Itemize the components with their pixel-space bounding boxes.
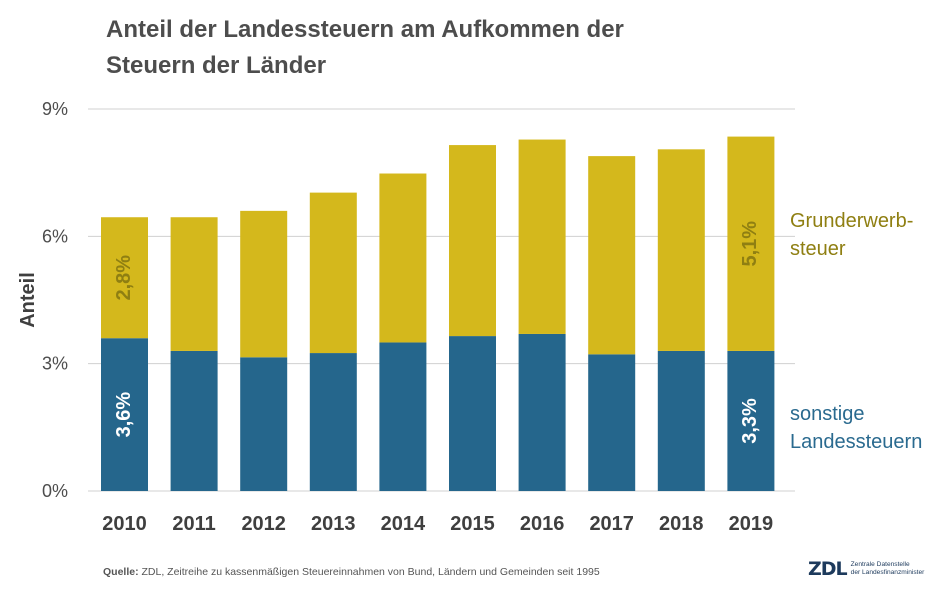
bar-grunderwerbsteuer-2018 xyxy=(657,149,705,351)
data-label: 3,3% xyxy=(739,398,761,444)
logo-text-line-2: der Landesfinanzminister xyxy=(850,569,925,576)
x-tick-label: 2014 xyxy=(381,513,426,535)
data-label: 5,1% xyxy=(739,221,761,267)
bar-grunderwerbsteuer-2014 xyxy=(379,173,427,343)
bar-grunderwerbsteuer-2010 xyxy=(101,217,148,339)
bar-sonstige-2010 xyxy=(101,338,148,491)
y-tick-label: 0% xyxy=(42,481,68,501)
bar-grunderwerbsteuer-2011 xyxy=(170,217,218,351)
x-tick-label: 2016 xyxy=(520,513,565,535)
bar-grunderwerbsteuer-2013 xyxy=(309,192,357,354)
legend-label: sonstige xyxy=(790,403,865,425)
bar-sonstige-2018 xyxy=(657,350,705,491)
bar-sonstige-2015 xyxy=(449,336,496,491)
y-tick-label: 3% xyxy=(42,354,68,374)
legend-label: Grunderwerb- xyxy=(790,210,913,232)
data-label: 2,8% xyxy=(113,255,135,301)
source-note: Quelle: ZDL, Zeitreihe zu kassenmäßigen … xyxy=(103,566,600,578)
y-tick-label: 9% xyxy=(42,99,68,119)
x-tick-label: 2018 xyxy=(659,513,704,535)
chart-title-line-1: Anteil der Landessteuern am Aufkommen de… xyxy=(106,16,624,43)
x-tick-label: 2013 xyxy=(311,513,356,535)
bar-sonstige-2013 xyxy=(309,353,357,491)
bar-sonstige-2019 xyxy=(727,350,775,491)
source-label: Quelle: xyxy=(103,566,139,578)
x-tick-label: 2011 xyxy=(172,513,215,535)
logo-text: Zentrale Datenstelle der Landesfinanzmin… xyxy=(851,561,925,577)
bar-grunderwerbsteuer-2012 xyxy=(240,210,288,358)
y-tick-label: 6% xyxy=(42,226,68,246)
bar-grunderwerbsteuer-2016 xyxy=(518,139,566,334)
legend-label: Landessteuern xyxy=(790,431,922,453)
bar-grunderwerbsteuer-2015 xyxy=(449,145,496,337)
bar-sonstige-2017 xyxy=(588,354,636,491)
bar-grunderwerbsteuer-2019 xyxy=(727,136,775,351)
bar-sonstige-2011 xyxy=(170,350,218,491)
x-tick-label: 2015 xyxy=(450,513,495,535)
zdl-logo: ZDL Zentrale Datenstelle der Landesfinan… xyxy=(808,557,924,581)
source-text: ZDL, Zeitreihe zu kassenmäßigen Steuerei… xyxy=(138,566,600,578)
bar-sonstige-2014 xyxy=(379,342,427,491)
logo-text-line-1: Zentrale Datenstelle xyxy=(850,561,910,568)
bar-grunderwerbsteuer-2017 xyxy=(588,156,636,355)
bar-sonstige-2016 xyxy=(518,333,566,491)
chart-title: Anteil der Landessteuern am Aufkommen de… xyxy=(106,12,706,84)
chart-title-line-2: Steuern der Länder xyxy=(106,52,327,79)
bar-sonstige-2012 xyxy=(240,357,288,491)
x-tick-label: 2012 xyxy=(241,513,286,535)
data-label: 3,6% xyxy=(113,392,135,438)
x-tick-label: 2017 xyxy=(589,513,634,535)
x-tick-label: 2019 xyxy=(729,513,774,535)
y-axis-label: Anteil xyxy=(17,272,39,328)
x-tick-label: 2010 xyxy=(102,513,147,535)
logo-mark: ZDL xyxy=(808,558,848,580)
legend-label: steuer xyxy=(790,238,846,260)
